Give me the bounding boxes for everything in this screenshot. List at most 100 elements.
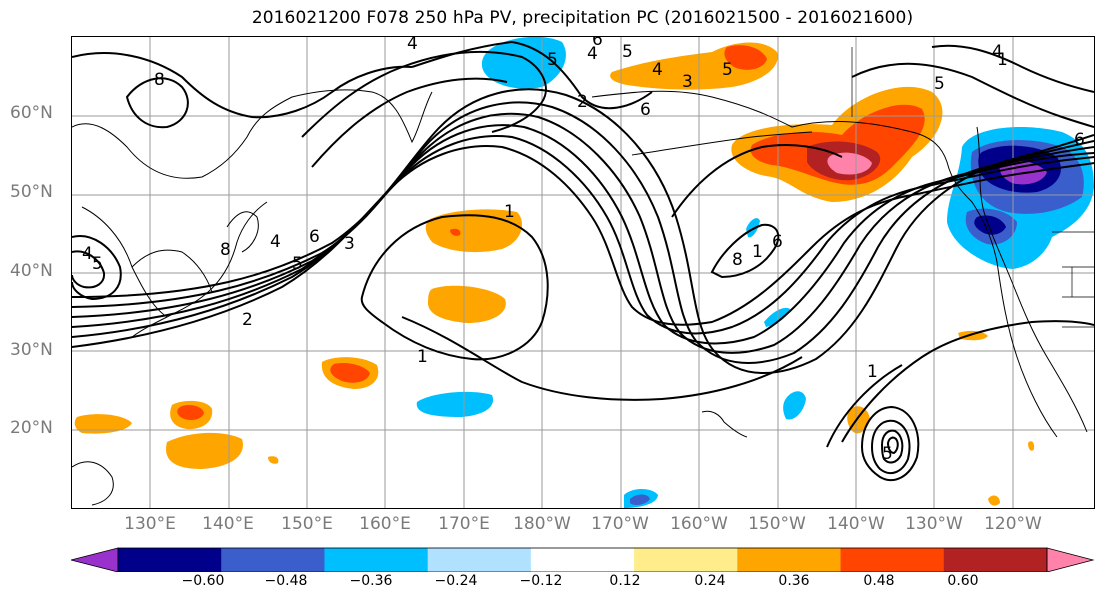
pv-contour-jet-2 bbox=[72, 135, 1094, 338]
map-canvas: 8 4 5 6 5 2 3 4 1 5 6 4 5 6 3 2 1 8 6 1 … bbox=[72, 37, 1094, 508]
precip-blob-150e-17n bbox=[268, 456, 279, 464]
precip-blob-120w-20n bbox=[1028, 441, 1035, 451]
contour-label: 5 bbox=[622, 42, 633, 62]
contour-label: 4 bbox=[82, 244, 93, 264]
contour-label: 5 bbox=[92, 254, 103, 274]
precip-blob-155e-25n-core bbox=[330, 363, 370, 383]
map-panel: 8 4 5 6 5 2 3 4 1 5 6 4 5 6 3 2 1 8 6 1 … bbox=[71, 36, 1095, 509]
precip-blob-gulf-alaska-peak bbox=[827, 152, 872, 175]
precip-blob-143w-20n bbox=[847, 406, 870, 434]
pv-contour-east-trough bbox=[841, 320, 1094, 443]
pv-contour-cutoff-mid bbox=[870, 419, 911, 475]
colorbar-swatch bbox=[427, 548, 532, 572]
precip-blob-chukotka bbox=[481, 37, 566, 89]
pv-contour-north-4 bbox=[311, 77, 508, 168]
colorbar-tick-label: −0.36 bbox=[349, 573, 393, 589]
pv-contour-north-3 bbox=[301, 50, 547, 138]
contour-label: 1 bbox=[504, 202, 515, 222]
pv-contour-ne-2 bbox=[931, 44, 1094, 93]
precip-blob-145e-20n-core bbox=[177, 405, 204, 421]
colorbar-swatch bbox=[634, 548, 738, 572]
contour-label: 1 bbox=[867, 362, 878, 382]
pv-contour-north-1 bbox=[72, 52, 413, 119]
colorbar-swatch bbox=[530, 548, 635, 572]
colorbar-swatch bbox=[221, 548, 325, 572]
contour-label: 3 bbox=[682, 72, 693, 92]
pv-contour-sw-trough bbox=[671, 144, 843, 218]
colorbar-outline bbox=[117, 547, 1048, 572]
lon-label-150e: 150°E bbox=[281, 514, 333, 534]
contour-label: 1 bbox=[752, 242, 763, 262]
lon-label-160w: 160°W bbox=[670, 514, 728, 534]
colorbar-tick-label: −0.60 bbox=[181, 573, 225, 589]
contour-labels: 8 4 5 6 5 2 3 4 1 5 6 4 5 6 3 2 1 8 6 1 … bbox=[82, 37, 1085, 464]
contour-label: 6 bbox=[772, 232, 783, 252]
colorbar-arrow-low bbox=[70, 547, 119, 572]
pv-contour-nw-loop bbox=[125, 77, 189, 129]
contour-label: 5 bbox=[722, 60, 733, 80]
lon-label-180w: 180°W bbox=[513, 514, 571, 534]
precip-blob-167w-10n-core bbox=[630, 494, 650, 506]
precip-blob-127w-30n bbox=[958, 330, 988, 341]
contour-label: 6 bbox=[1074, 130, 1085, 150]
pv-contour-inner-loop bbox=[360, 214, 549, 361]
contour-label: 3 bbox=[344, 234, 355, 254]
lon-label-130w: 130°W bbox=[905, 514, 963, 534]
colorbar-tick-label: 0.60 bbox=[947, 573, 979, 589]
colorbar bbox=[70, 547, 1095, 572]
chart-title: 2016021200 F078 250 hPa PV, precipitatio… bbox=[251, 8, 914, 28]
colorbar-tick-label: 0.48 bbox=[863, 573, 895, 589]
contour-label: 4 bbox=[407, 37, 418, 54]
coastline-alaska bbox=[591, 90, 1058, 438]
contour-label: 5 bbox=[292, 254, 303, 274]
precip-negative-shading bbox=[416, 37, 1094, 508]
contour-label: 4 bbox=[270, 232, 281, 252]
coastline-hawaii bbox=[701, 410, 748, 438]
borders bbox=[851, 47, 1094, 328]
lon-label-160e: 160°E bbox=[359, 514, 411, 534]
pv-contours bbox=[72, 40, 1094, 482]
pv-contour-south bbox=[401, 316, 803, 401]
coastline-aleutians bbox=[631, 131, 813, 156]
coastline-us-west bbox=[976, 126, 1088, 433]
precip-blob-170e-core bbox=[450, 228, 461, 236]
colorbar-swatch bbox=[840, 548, 945, 572]
contour-label: 8 bbox=[154, 70, 165, 90]
contour-label: 4 bbox=[992, 42, 1003, 62]
contour-label: 6 bbox=[640, 100, 651, 120]
precip-blob-175e-22n bbox=[416, 391, 494, 417]
colorbar-tick-label: −0.24 bbox=[434, 573, 478, 589]
pv-contour-jet-1 bbox=[72, 145, 1094, 348]
contour-label: 8 bbox=[220, 240, 231, 260]
lon-label-150w: 150°W bbox=[748, 514, 806, 534]
precip-blob-168e-30n bbox=[428, 285, 506, 323]
contour-label: 1 bbox=[997, 50, 1008, 70]
precip-blob-125w-12n bbox=[988, 495, 1000, 506]
lon-label-170e: 170°E bbox=[438, 514, 490, 534]
contour-label: 6 bbox=[592, 37, 603, 50]
colorbar-arrow-high bbox=[1046, 547, 1095, 572]
colorbar-tick-label: 0.36 bbox=[778, 573, 810, 589]
pv-contour-cutoff-inner bbox=[880, 429, 904, 464]
contour-label: 2 bbox=[242, 310, 253, 330]
precip-blob-140e-17n bbox=[166, 432, 243, 469]
coastline-philippines bbox=[72, 461, 114, 506]
lat-label-60n: 60°N bbox=[10, 103, 53, 123]
pv-contour-cutoff-core bbox=[886, 436, 899, 455]
lat-label-20n: 20°N bbox=[10, 418, 53, 438]
colorbar-tick-label: 0.24 bbox=[694, 573, 726, 589]
coastline-kamchatka bbox=[371, 91, 433, 144]
contour-label: 5 bbox=[934, 74, 945, 94]
precip-blob-150w-33n bbox=[764, 307, 790, 327]
colorbar-swatch bbox=[324, 548, 429, 572]
contour-label: 1 bbox=[417, 347, 428, 367]
precip-blob-148w-42n bbox=[746, 218, 760, 238]
lat-label-30n: 30°N bbox=[10, 340, 53, 360]
lon-label-130e: 130°E bbox=[124, 514, 176, 534]
coastlines bbox=[72, 89, 1088, 506]
contour-label: 4 bbox=[587, 44, 598, 64]
colorbar-tick-label: −0.12 bbox=[519, 573, 563, 589]
lat-label-40n: 40°N bbox=[10, 261, 53, 281]
pv-contour-central-wiggle bbox=[710, 223, 780, 279]
precip-blob-130e-20n bbox=[74, 414, 132, 434]
